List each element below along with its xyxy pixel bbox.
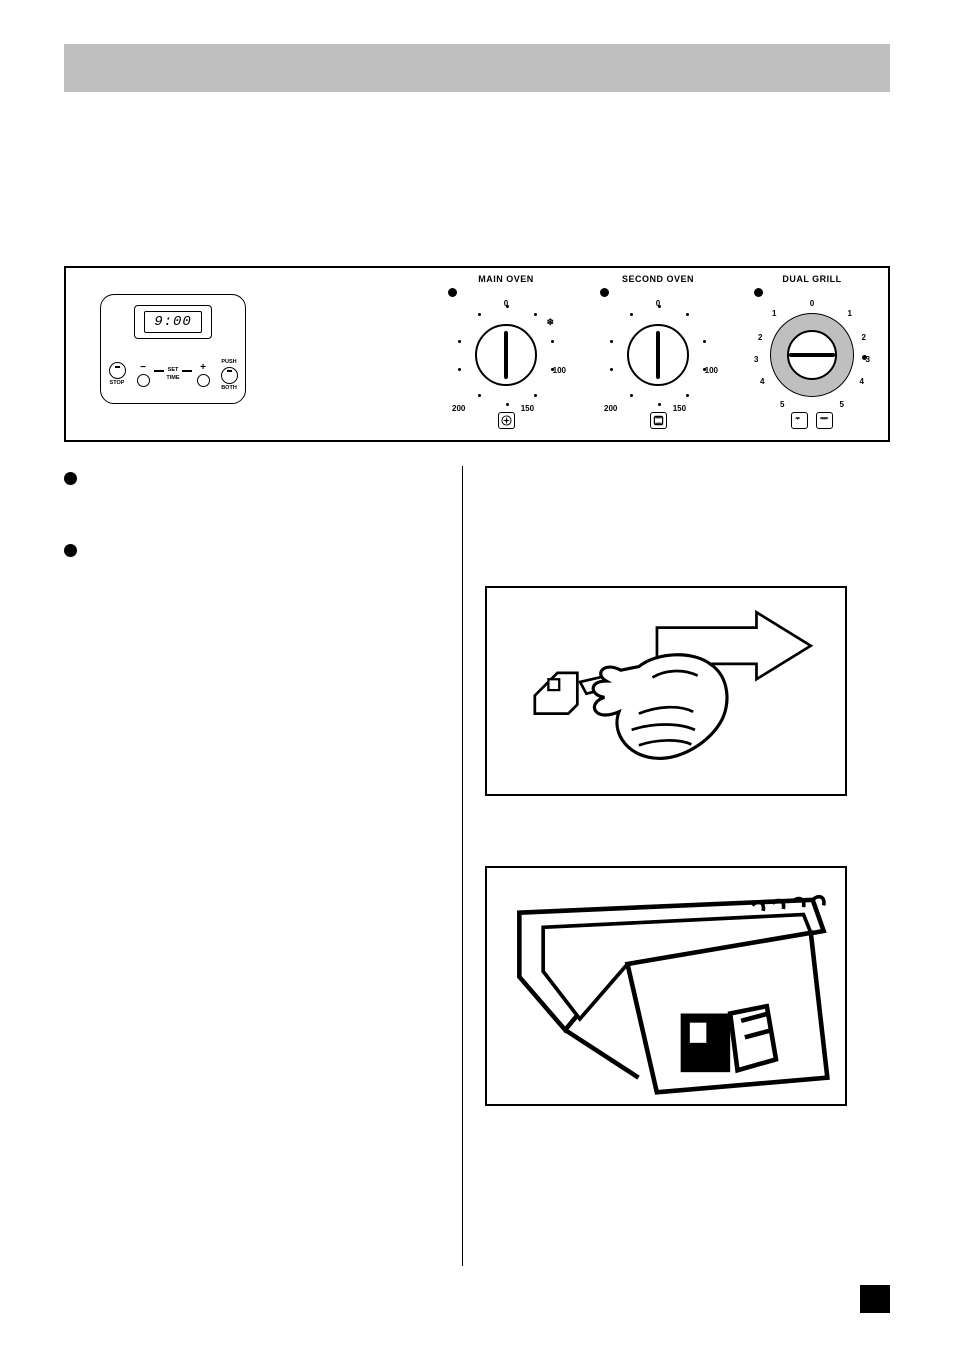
figure-grill-pan-corner xyxy=(485,866,847,1106)
page-number xyxy=(860,1285,890,1313)
grill-handle-illustration xyxy=(496,596,836,786)
section-header-band xyxy=(64,44,890,92)
dual-grill-knob-group: DUAL GRILL 0 1 2 3 4 5 5 4 3 2 1 xyxy=(732,274,892,429)
bullet-icon xyxy=(64,472,77,485)
fan-oven-icon xyxy=(498,412,515,429)
timer-button-row: STOP − SET TIME + PUSH BOTH xyxy=(101,358,245,391)
figure-grill-handle-remove xyxy=(485,586,847,796)
main-oven-dial: 0 100 150 200 ❄ xyxy=(452,301,560,409)
bullet-list xyxy=(64,466,444,584)
timer-plus-button: + xyxy=(190,363,216,387)
timer-set-time-label: SET TIME xyxy=(156,368,190,381)
timer-display-bezel: 9:00 xyxy=(134,305,212,339)
dual-grill-label: DUAL GRILL xyxy=(782,274,841,284)
content-columns xyxy=(64,466,890,1266)
control-panel-diagram: 9:00 STOP − SET TIME + xyxy=(64,266,890,442)
second-oven-knob-group: SECOND OVEN 0 100 150 200 xyxy=(578,274,738,429)
conventional-oven-icon xyxy=(650,412,667,429)
second-oven-label: SECOND OVEN xyxy=(622,274,694,284)
main-oven-label: MAIN OVEN xyxy=(478,274,534,284)
main-oven-knob-group: MAIN OVEN 0 100 150 200 ❄ xyxy=(426,274,586,429)
left-column xyxy=(64,466,462,1266)
timer-module: 9:00 STOP − SET TIME + xyxy=(100,294,246,404)
second-oven-indicator xyxy=(600,288,609,297)
dual-grill-indicator xyxy=(754,288,763,297)
timer-display-value: 9:00 xyxy=(144,311,202,333)
grill-pan-corner-illustration xyxy=(496,876,836,1096)
grill-half-icon xyxy=(791,412,808,429)
intro-whitespace xyxy=(64,136,890,266)
timer-stop-button: STOP xyxy=(104,362,130,387)
bullet-icon xyxy=(64,544,77,557)
timer-minus-button: − xyxy=(130,363,156,387)
bullet-item xyxy=(64,466,444,512)
bullet-item xyxy=(64,538,444,584)
right-column xyxy=(462,466,890,1266)
main-oven-indicator xyxy=(448,288,457,297)
second-oven-dial: 0 100 150 200 xyxy=(604,301,712,409)
grill-full-icon xyxy=(816,412,833,429)
dual-grill-dial: 0 1 2 3 4 5 5 4 3 2 1 xyxy=(758,301,866,409)
timer-push-both-button: PUSH BOTH xyxy=(216,358,242,391)
